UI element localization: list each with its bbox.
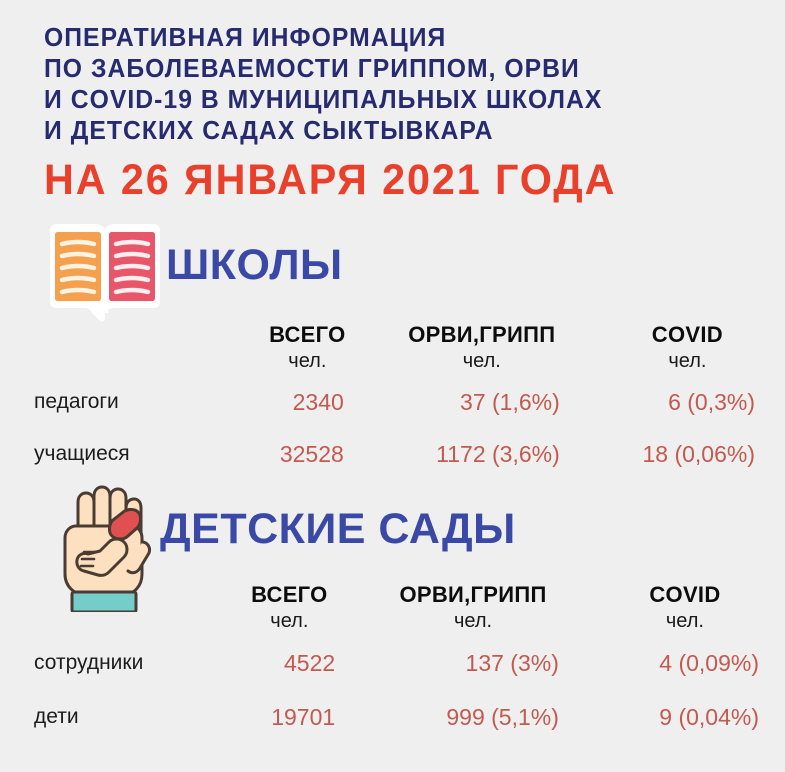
- schools-row-0-total: 2340: [292, 388, 344, 415]
- report-date: НА 26 ЯНВАРЯ 2021 ГОДА: [44, 156, 617, 204]
- kindergartens-row-0-label: сотрудники: [34, 651, 144, 674]
- schools-row-0-label: педагоги: [34, 390, 119, 413]
- kindergartens-table: ВСЕГО ОРВИ,ГРИПП COVID чел. чел. чел. со…: [0, 578, 785, 744]
- schools-row-0-covid: 6 (0,3%): [668, 388, 755, 415]
- schools-row-0-ari: 37 (1,6%): [460, 388, 560, 415]
- kindergartens-head: ДЕТСКИЕ САДЫ: [0, 482, 785, 614]
- kindergartens-col-covid-unit: чел.: [665, 610, 704, 632]
- kindergartens-row-1-ari: 999 (5,1%): [446, 703, 559, 730]
- section-title-kindergartens: ДЕТСКИЕ САДЫ: [160, 505, 516, 553]
- holding-hands-icon: [48, 482, 160, 614]
- kindergartens-row-0-ari: 137 (3%): [465, 649, 559, 676]
- schools-row-1-covid: 18 (0,06%): [642, 440, 755, 467]
- schools-col-total-unit: чел.: [288, 350, 327, 372]
- schools-header-sub-row: чел. чел. чел.: [0, 348, 785, 376]
- table-row: сотрудники 4522 137 (3%) 4 (0,09%): [0, 636, 785, 690]
- schools-corner-cell: [0, 318, 241, 348]
- kindergartens-header-sub-row: чел. чел. чел.: [0, 608, 785, 636]
- open-book-icon: [44, 222, 166, 326]
- schools-corner-subcell: [0, 348, 241, 376]
- section-kindergartens: ДЕТСКИЕ САДЫ ВСЕГО ОРВИ,ГРИПП COVID чел.…: [0, 482, 785, 730]
- kindergartens-col-ari-unit: чел.: [453, 610, 493, 632]
- schools-head: ШКОЛЫ: [0, 222, 785, 334]
- kindergartens-row-1-total: 19701: [271, 703, 336, 730]
- title-line-1: ОПЕРАТИВНАЯ ИНФОРМАЦИЯ: [44, 22, 447, 52]
- schools-col-covid-unit: чел.: [668, 350, 707, 372]
- kindergartens-corner-cell: [0, 578, 218, 608]
- kindergartens-col-total-header: ВСЕГО: [251, 582, 328, 607]
- section-title-schools: ШКОЛЫ: [166, 241, 343, 289]
- schools-col-covid-header: COVID: [651, 322, 723, 347]
- title-line-2: ПО ЗАБОЛЕВАЕМОСТИ ГРИППОМ, ОРВИ: [44, 53, 580, 83]
- table-row: педагоги 2340 37 (1,6%) 6 (0,3%): [0, 376, 785, 428]
- kindergartens-col-covid-header: COVID: [649, 582, 721, 607]
- table-row: учащиеся 32528 1172 (3,6%) 18 (0,06%): [0, 428, 785, 480]
- kindergartens-col-total-unit: чел.: [270, 610, 309, 632]
- schools-row-1-label: учащиеся: [34, 442, 130, 465]
- schools-col-ari-header: ОРВИ,ГРИПП: [408, 322, 556, 347]
- schools-header-main-row: ВСЕГО ОРВИ,ГРИПП COVID: [0, 318, 785, 348]
- kindergartens-row-1-label: дети: [34, 705, 79, 728]
- poster-header: ОПЕРАТИВНАЯ ИНФОРМАЦИЯ ПО ЗАБОЛЕВАЕМОСТИ…: [44, 22, 764, 146]
- table-row: дети 19701 999 (5,1%) 9 (0,04%): [0, 690, 785, 744]
- title-line-4: И ДЕТСКИХ САДАХ СЫКТЫВКАРА: [44, 115, 494, 145]
- kindergartens-row-0-covid: 4 (0,09%): [659, 649, 759, 676]
- kindergartens-row-0-total: 4522: [284, 649, 336, 676]
- kindergartens-col-ari-header: ОРВИ,ГРИПП: [399, 582, 547, 607]
- kindergartens-corner-subcell: [0, 608, 218, 636]
- kindergartens-header-main-row: ВСЕГО ОРВИ,ГРИПП COVID: [0, 578, 785, 608]
- schools-row-1-ari: 1172 (3,6%): [436, 440, 560, 467]
- title-line-3: И COVID-19 В МУНИЦИПАЛЬНЫХ ШКОЛАХ: [44, 84, 603, 114]
- schools-row-1-total: 32528: [279, 440, 344, 467]
- schools-col-total-header: ВСЕГО: [269, 322, 346, 347]
- kindergartens-row-1-covid: 9 (0,04%): [659, 703, 759, 730]
- schools-table: ВСЕГО ОРВИ,ГРИПП COVID чел. чел. чел. пе…: [0, 318, 785, 480]
- section-schools: ШКОЛЫ ВСЕГО ОРВИ,ГРИПП COVID чел. чел. ч…: [0, 222, 785, 467]
- schools-col-ari-unit: чел.: [462, 350, 501, 372]
